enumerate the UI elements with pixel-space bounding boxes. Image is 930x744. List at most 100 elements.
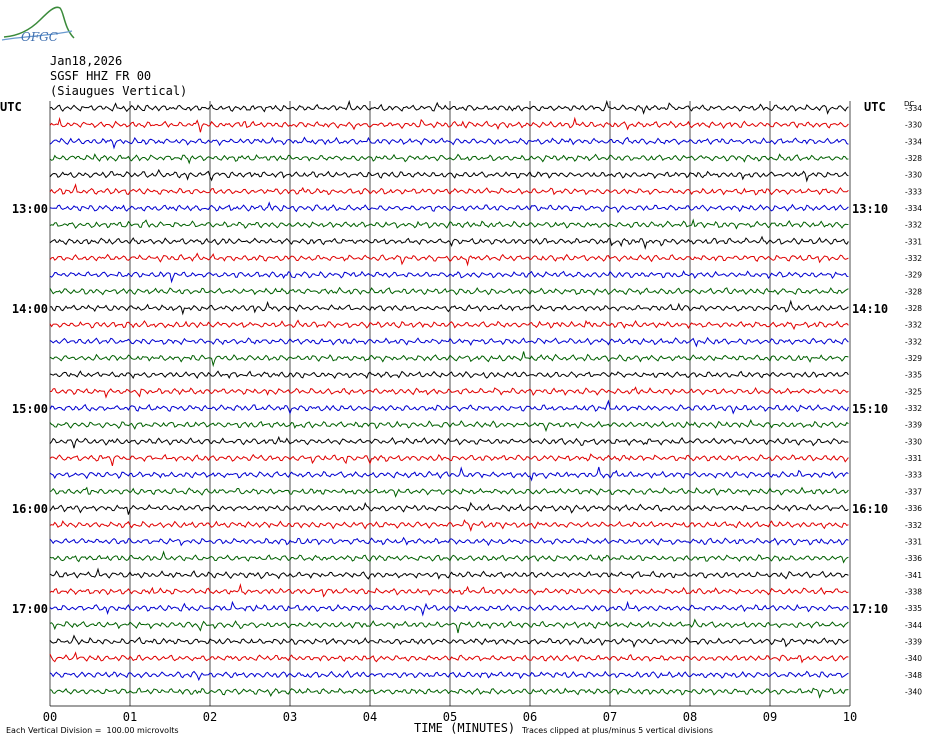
seismic-trace (49, 201, 849, 214)
seismic-trace (49, 651, 849, 664)
seismic-trace (49, 168, 849, 183)
axis-labels: 00 01 02 03 04 05 06 07 08 09 10DC-334-330-334-328… (12, 100, 922, 724)
dc-offset-label: -332 (905, 337, 922, 346)
right-time-label: 13:10 (852, 202, 888, 216)
footer-scale-note: Each Vertical Division = 100.00 microvol… (6, 726, 179, 735)
x-axis-title: TIME (MINUTES) (414, 721, 516, 735)
x-tick-label: 06 (523, 710, 537, 724)
seismic-trace (49, 634, 849, 648)
footer-clip-note: Traces clipped at plus/minus 5 vertical … (522, 726, 713, 735)
dc-offset-label: -338 (905, 587, 922, 596)
seismic-trace (49, 519, 849, 532)
seismic-trace (49, 501, 849, 515)
seismic-trace (49, 486, 849, 498)
ofgc-logo: OFGC (1, 6, 75, 44)
dc-offset-label: -336 (905, 504, 922, 513)
dc-offset-label: -339 (905, 421, 922, 430)
station-label: SGSF HHZ FR 00 (50, 69, 152, 83)
site-label: (Siaugues Vertical) (50, 84, 188, 98)
logo-text: OFGC (21, 30, 58, 44)
dc-offset-label: -332 (905, 521, 922, 530)
dc-offset-label: -336 (905, 554, 922, 563)
logo-mountain-outline (3, 6, 75, 39)
seismic-trace (49, 386, 849, 399)
dc-offset-label: -332 (905, 404, 922, 413)
seismic-trace (49, 453, 849, 466)
seismic-trace (49, 183, 849, 196)
dc-offset-label: -330 (905, 121, 922, 130)
seismic-trace (49, 419, 849, 433)
x-tick-label: 10 (843, 710, 857, 724)
dc-header: DC (904, 100, 914, 108)
seismic-trace (49, 218, 849, 230)
seismic-trace (49, 286, 849, 296)
dc-offset-label: -333 (905, 471, 922, 480)
seismic-trace (49, 435, 849, 449)
seismic-trace (49, 299, 849, 316)
x-tick-label: 07 (603, 710, 617, 724)
left-time-label: 15:00 (12, 402, 48, 416)
date-label: Jan18,2026 (50, 54, 123, 68)
dc-offset-label: -329 (905, 271, 922, 280)
dc-offset-label: -332 (905, 221, 922, 230)
dc-offset-label: -331 (905, 237, 922, 246)
seismic-trace (49, 536, 849, 547)
seismic-trace (49, 670, 849, 682)
dc-offset-label: -331 (905, 537, 922, 546)
dc-offset-label: -334 (905, 137, 922, 146)
dc-offset-label: -340 (905, 688, 922, 697)
x-tick-label: 09 (763, 710, 777, 724)
left-time-label: 17:00 (12, 602, 48, 616)
left-time-label: 13:00 (12, 202, 48, 216)
dc-offset-label: -329 (905, 354, 922, 363)
dc-offset-label: -340 (905, 654, 922, 663)
x-tick-label: 05 (443, 710, 457, 724)
seismic-trace (49, 116, 849, 133)
dc-offset-label: -328 (905, 287, 922, 296)
left-time-label: 16:00 (12, 502, 48, 516)
seismic-trace (49, 270, 849, 284)
seismic-trace (49, 567, 849, 580)
logo-swoosh (1, 30, 73, 41)
dc-offset-label: -348 (905, 671, 922, 680)
dc-offset-label: -339 (905, 637, 922, 646)
traces (49, 99, 849, 699)
seismic-trace (49, 351, 849, 368)
dc-offset-label: -331 (905, 454, 922, 463)
dc-offset-label: -333 (905, 187, 922, 196)
right-time-label: 14:10 (852, 302, 888, 316)
seismic-trace (49, 370, 849, 380)
seismic-trace (49, 618, 849, 634)
x-tick-label: 00 (43, 710, 57, 724)
x-tick-label: 03 (283, 710, 297, 724)
seismic-trace (49, 153, 849, 165)
dc-offset-label: -330 (905, 171, 922, 180)
dc-offset-label: -337 (905, 487, 922, 496)
dc-offset-label: -330 (905, 437, 922, 446)
seismic-trace (49, 466, 849, 482)
seismic-trace (49, 336, 849, 348)
seismic-trace (49, 136, 849, 150)
seismic-trace (49, 319, 849, 331)
dc-offset-label: -328 (905, 304, 922, 313)
dc-offset-label: -335 (905, 371, 922, 380)
x-tick-label: 04 (363, 710, 377, 724)
seismic-trace (49, 252, 849, 267)
x-tick-label: 08 (683, 710, 697, 724)
dc-offset-label: -332 (905, 254, 922, 263)
seismic-trace (49, 550, 849, 564)
x-tick-label: 01 (123, 710, 137, 724)
dc-offset-label: -344 (905, 621, 922, 630)
utc-right-label: UTC (864, 100, 886, 114)
dc-offset-label: -334 (905, 104, 922, 113)
dc-offset-label: -332 (905, 321, 922, 330)
dc-offset-label: -325 (905, 387, 922, 396)
right-time-label: 17:10 (852, 602, 888, 616)
seismic-trace (49, 399, 849, 415)
seismic-trace (49, 600, 849, 617)
right-time-label: 15:10 (852, 402, 888, 416)
seismic-trace (49, 687, 849, 699)
right-time-label: 16:10 (852, 502, 888, 516)
seismic-trace (49, 99, 849, 115)
